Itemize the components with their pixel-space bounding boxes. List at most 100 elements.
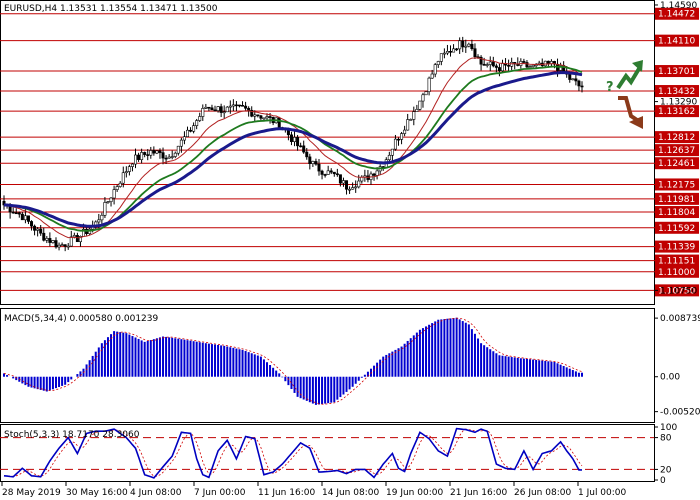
moving-averages: [3, 57, 583, 239]
candle-body: [458, 40, 462, 50]
level-label-1: 1.14110: [658, 37, 695, 47]
candle-body: [314, 161, 318, 165]
signal-arrow-up-icon: [616, 60, 643, 90]
candle-body: [112, 189, 116, 199]
candle-body: [140, 152, 144, 160]
candle-body: [531, 64, 535, 67]
level-label-bg-2: [655, 65, 699, 78]
tick-label-2: 1.10750: [660, 286, 697, 296]
candle-body: [485, 64, 489, 66]
candle-body: [216, 106, 220, 111]
question-annotation: ?: [606, 80, 614, 95]
candle-body: [482, 63, 486, 66]
macd-tick-label-0: 0.008739: [660, 314, 700, 324]
level-label-bg-1: [655, 34, 699, 47]
time-label-6: 19 Jun 00:00: [386, 488, 443, 498]
level-label-6: 1.12637: [658, 146, 695, 156]
candle-body: [185, 129, 189, 137]
candle-body: [173, 152, 177, 157]
candle-body: [124, 171, 128, 174]
candle-body: [250, 109, 254, 117]
candle-body: [146, 154, 150, 156]
level-label-15: 1.10750: [658, 286, 695, 296]
candle-body: [289, 134, 293, 142]
candle-body: [494, 65, 498, 68]
candle-body: [470, 43, 474, 50]
candle-body: [510, 61, 514, 67]
candle-body: [387, 154, 391, 161]
candle-body: [36, 228, 40, 231]
candle-body: [296, 137, 300, 147]
candle-body: [189, 129, 193, 132]
candle-body: [231, 104, 235, 107]
candle-body: [265, 116, 269, 119]
price-candles: [2, 36, 584, 252]
candle-body: [467, 43, 471, 47]
candle-body: [109, 197, 113, 202]
candle-body: [415, 108, 419, 112]
candle-body: [143, 152, 147, 155]
stoch-tick-label-0: 100: [660, 423, 677, 433]
level-label-bg-6: [655, 144, 699, 157]
candle-body: [253, 114, 257, 117]
candle-body: [69, 236, 73, 247]
candle-body: [546, 60, 550, 65]
candle-body: [256, 114, 260, 117]
candle-body: [57, 244, 61, 248]
level-label-0: 1.14472: [658, 10, 695, 20]
candle-body: [473, 48, 477, 58]
candle-body: [103, 202, 107, 216]
candle-body: [357, 180, 361, 188]
level-label-13: 1.11151: [658, 257, 695, 267]
resistance-support-lines: [0, 13, 655, 291]
time-label-0: 28 May 2019: [2, 488, 61, 498]
candle-body: [54, 240, 58, 248]
candle-body: [241, 105, 245, 107]
level-label-bg-15: [655, 284, 699, 297]
candle-body: [436, 61, 440, 65]
candle-body: [33, 225, 37, 231]
candle-body: [130, 163, 134, 167]
candle-body: [118, 182, 122, 187]
time-label-3: 7 Jun 00:00: [194, 488, 246, 498]
candle-body: [317, 163, 321, 172]
macd-tick-label-2: -0.005205: [660, 408, 700, 418]
candle-body: [439, 53, 443, 62]
candle-body: [332, 171, 336, 175]
candle-body: [528, 66, 532, 68]
stoch-tick-label-1: 80: [660, 434, 672, 444]
level-label-bg-8: [655, 178, 699, 191]
candle-body: [433, 64, 437, 75]
candle-body: [63, 244, 67, 247]
candle-body: [397, 138, 401, 141]
candle-body: [338, 174, 342, 184]
candle-body: [500, 63, 504, 72]
ma-green-line: [3, 65, 583, 232]
candle-body: [195, 120, 199, 126]
candle-body: [164, 157, 168, 160]
candle-body: [100, 214, 104, 221]
candle-body: [351, 187, 355, 190]
candle-body: [464, 45, 468, 48]
macd-signal: [3, 317, 583, 405]
candle-body: [571, 78, 575, 81]
candle-body: [8, 205, 12, 213]
time-axis: 28 May 2019 30 May 16:00 4 Jun 08:00 7 Jun …: [1, 482, 627, 498]
candle-body: [580, 85, 584, 88]
level-label-bg-9: [655, 192, 699, 205]
candle-body: [479, 56, 483, 65]
price-axis: 1.14472 1.14110 1.13701 1.13432 1.13162 1.128…: [654, 1, 699, 297]
time-label-4: 11 Jun 16:00: [258, 488, 315, 498]
candle-body: [134, 154, 138, 165]
candle-body: [323, 174, 327, 176]
candle-body: [244, 105, 248, 109]
candle-body: [299, 145, 303, 148]
candle-body: [158, 150, 162, 153]
level-label-bg-13: [655, 254, 699, 267]
candle-body: [461, 40, 465, 48]
candle-body: [213, 109, 217, 112]
candle-body: [507, 64, 511, 67]
candle-body: [72, 235, 76, 238]
tick-label-1: 1.13290: [660, 98, 697, 108]
candle-body: [179, 139, 183, 147]
